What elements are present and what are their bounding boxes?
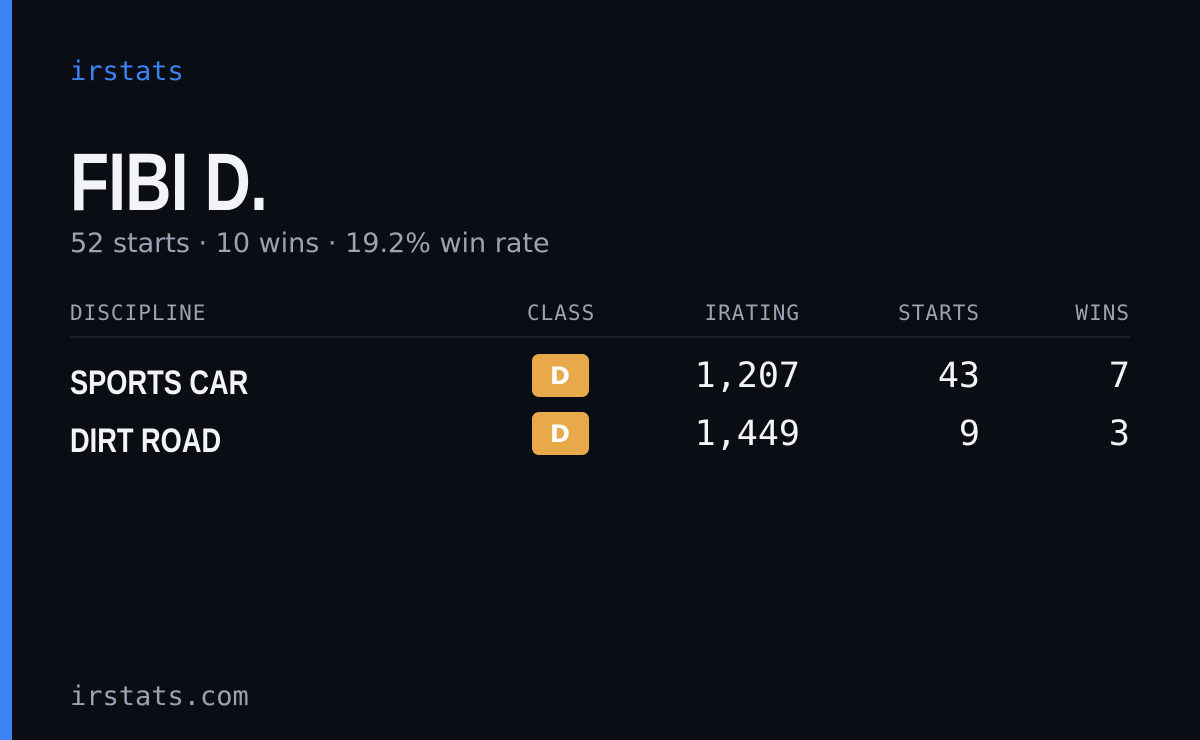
irating: 1,207 (694, 356, 800, 396)
discipline: DIRT ROAD (70, 422, 222, 460)
class-badge: D (531, 354, 589, 397)
accent-bar (0, 0, 12, 740)
driver-name: FIBI D. (70, 137, 268, 228)
starts: 43 (937, 356, 980, 396)
class-badge: D (531, 412, 589, 455)
irating: 1,449 (694, 414, 800, 454)
starts: 9 (958, 414, 980, 454)
column-header: WINS (1075, 301, 1130, 325)
column-header: DISCIPLINE (70, 301, 207, 325)
column-header: IRATING (704, 301, 800, 325)
brand: irstats (70, 56, 184, 87)
discipline: SPORTS CAR (70, 364, 249, 402)
header-rule (70, 336, 1130, 338)
driver-summary: 52 starts · 10 wins · 19.2% win rate (70, 228, 550, 259)
column-header: STARTS (898, 301, 980, 325)
footer-url: irstats.com (70, 681, 249, 712)
wins: 7 (1108, 356, 1130, 396)
wins: 3 (1108, 414, 1130, 454)
column-header: CLASS (527, 301, 596, 325)
